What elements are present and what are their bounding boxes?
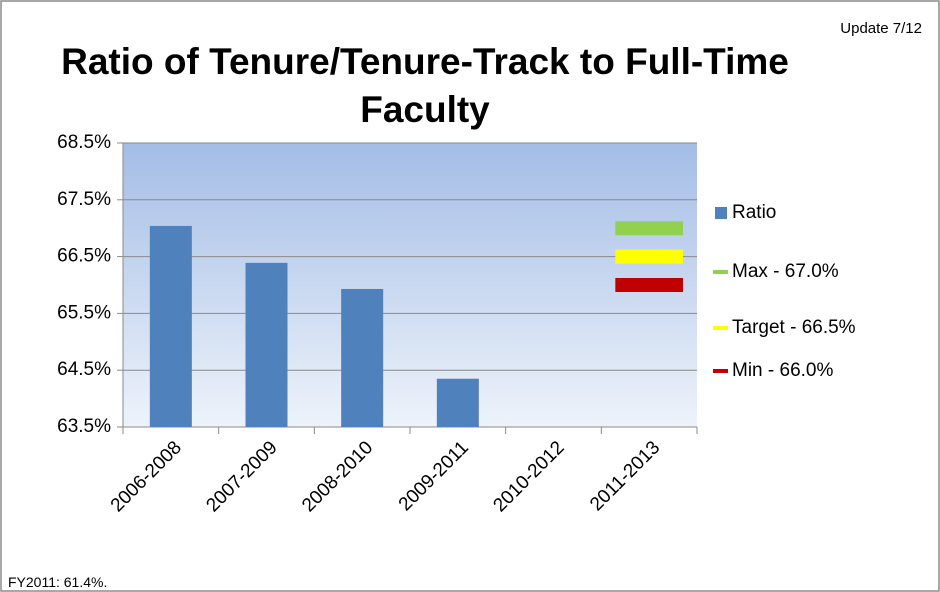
- chart-title: Ratio of Tenure/Tenure-Track to Full-Tim…: [61, 41, 789, 130]
- legend-label: Ratio: [732, 202, 776, 223]
- bar: [149, 225, 192, 427]
- bar: [341, 288, 384, 427]
- legend-label: Min - 66.0%: [732, 360, 833, 381]
- legend-label: Max - 67.0%: [732, 261, 839, 282]
- update-note: Update 7/12: [840, 20, 922, 37]
- bar: [436, 378, 479, 427]
- plot-area: [123, 143, 697, 427]
- y-tick-label: 66.5%: [57, 246, 111, 267]
- legend-label: Target - 66.5%: [732, 317, 856, 338]
- y-tick-label: 67.5%: [57, 189, 111, 210]
- y-tick-label: 64.5%: [57, 359, 111, 380]
- legend-swatch: [715, 207, 727, 219]
- y-tick-label: 63.5%: [57, 416, 111, 437]
- footnote: FY2011: 61.4%.: [8, 574, 108, 590]
- y-tick-label: 65.5%: [57, 302, 111, 323]
- y-tick-label: 68.5%: [57, 132, 111, 153]
- bar: [245, 262, 288, 427]
